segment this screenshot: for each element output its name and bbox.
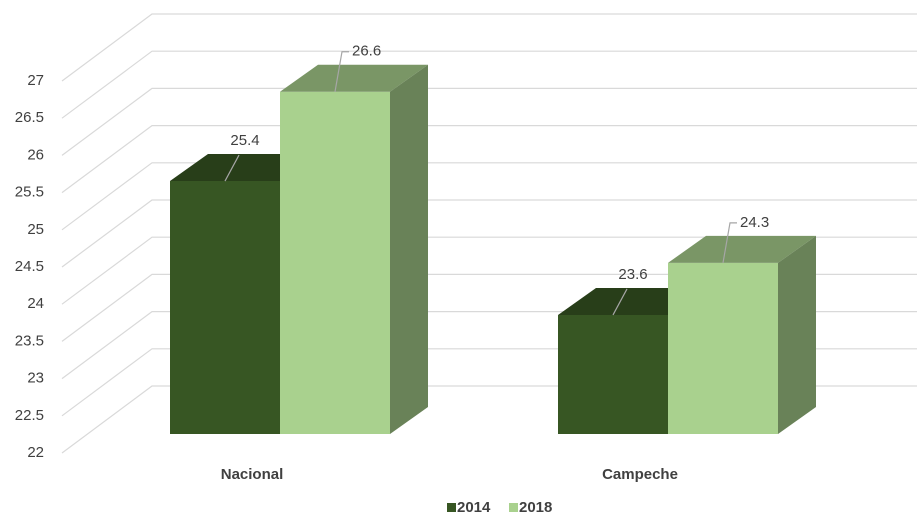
bar-front [280,91,390,434]
bar [668,235,816,434]
y-tick-label: 26.5 [15,109,44,126]
y-tick-label: 23.5 [15,332,44,349]
legend-label: 2018 [519,499,552,516]
data-label: 25.4 [230,132,259,149]
grid-line [61,125,917,194]
grid-line [61,50,917,119]
bar-side [778,235,816,434]
bar-front [170,181,280,434]
bar-top [668,235,816,263]
y-tick-label: 23 [27,370,44,387]
bar-front [558,314,668,434]
x-tick-label: Campeche [602,466,678,483]
legend-swatch [509,503,518,512]
y-tick-label: 25 [27,221,44,238]
data-label: 23.6 [618,266,647,283]
grid-line [61,162,917,231]
y-tick-label: 27 [27,72,44,89]
y-tick-label: 24 [27,295,44,312]
y-tick-label: 22 [27,444,44,461]
bar-side [390,64,428,434]
bar [280,64,428,434]
x-tick-label: Nacional [221,466,284,483]
y-tick-label: 22.5 [15,407,44,424]
y-tick-label: 25.5 [15,184,44,201]
leader-line [612,288,628,316]
data-label: 24.3 [740,214,769,231]
leader-line [722,222,737,263]
grid-line [61,87,917,156]
data-label: 26.6 [352,43,381,60]
y-tick-label: 24.5 [15,258,44,275]
y-tick-label: 26 [27,146,44,163]
grid-line [61,236,917,305]
legend-label: 2014 [457,499,491,516]
leader-line [224,154,240,182]
legend-swatch [447,503,456,512]
grid-line [61,13,917,82]
grid-line [61,273,917,342]
leader-line [334,51,349,92]
bar-front [668,262,778,434]
bar-top [280,64,428,92]
grid-line [61,199,917,268]
